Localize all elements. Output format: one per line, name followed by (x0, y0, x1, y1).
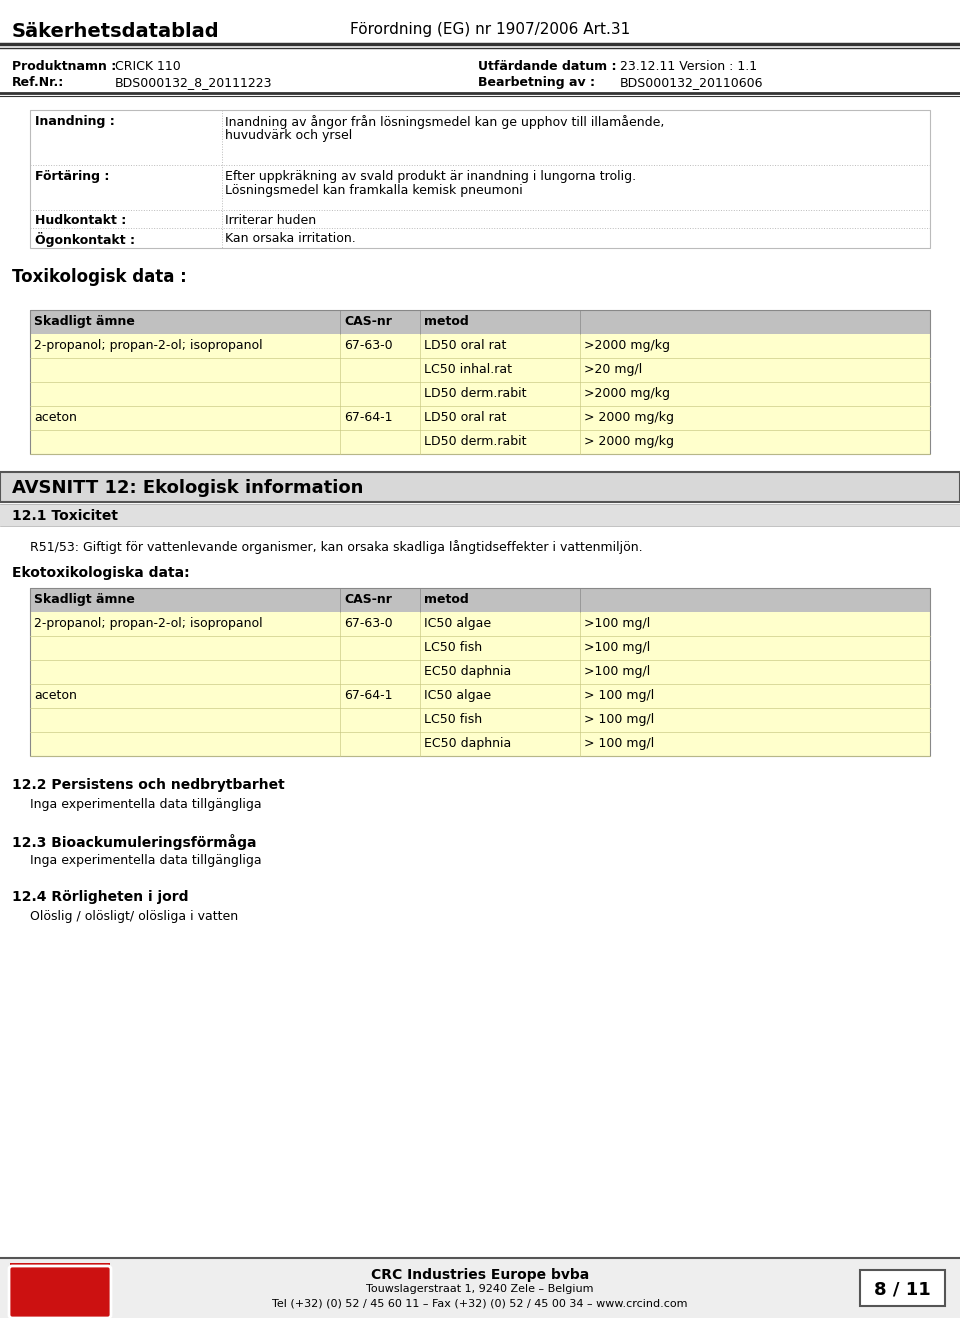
Bar (30, 430, 930, 453)
Text: BDS000132_8_20111223: BDS000132_8_20111223 (115, 76, 273, 90)
Text: Förtäring :: Förtäring : (35, 170, 109, 183)
Text: Skadligt ämne: Skadligt ämne (34, 315, 134, 328)
Text: IC50 algae: IC50 algae (424, 617, 492, 630)
Text: LD50 derm.rabit: LD50 derm.rabit (424, 435, 526, 448)
Text: LD50 oral rat: LD50 oral rat (424, 339, 506, 352)
Bar (30, 637, 930, 660)
Text: Touwslagerstraat 1, 9240 Zele – Belgium: Touwslagerstraat 1, 9240 Zele – Belgium (367, 1284, 593, 1294)
Text: > 100 mg/l: > 100 mg/l (584, 689, 655, 702)
Text: LC50 fish: LC50 fish (424, 641, 482, 654)
Text: Kan orsaka irritation.: Kan orsaka irritation. (225, 232, 356, 245)
Text: 23.12.11 Version : 1.1: 23.12.11 Version : 1.1 (620, 61, 757, 72)
Bar (30, 406, 930, 430)
Text: Utfärdande datum :: Utfärdande datum : (478, 61, 616, 72)
Text: Irriterar huden: Irriterar huden (225, 214, 316, 227)
Text: Efter uppkräkning av svald produkt är inandning i lungorna trolig.: Efter uppkräkning av svald produkt är in… (225, 170, 636, 183)
Text: > 100 mg/l: > 100 mg/l (584, 737, 655, 750)
Text: Ref.Nr.:: Ref.Nr.: (12, 76, 64, 90)
Text: metod: metod (424, 315, 468, 328)
Bar (0, 1257, 960, 1318)
Text: Ekotoxikologiska data:: Ekotoxikologiska data: (12, 565, 190, 580)
Text: 8 / 11: 8 / 11 (874, 1280, 930, 1298)
Bar (30, 310, 930, 333)
Text: Ögonkontakt :: Ögonkontakt : (35, 232, 135, 246)
Text: > 100 mg/l: > 100 mg/l (584, 713, 655, 726)
Text: 12.3 Bioackumuleringsförmåga: 12.3 Bioackumuleringsförmåga (12, 834, 256, 850)
Text: 67-63-0: 67-63-0 (344, 617, 393, 630)
Text: > 2000 mg/kg: > 2000 mg/kg (584, 411, 674, 424)
Text: aceton: aceton (34, 411, 77, 424)
Text: LD50 oral rat: LD50 oral rat (424, 411, 506, 424)
Text: CRICK 110: CRICK 110 (115, 61, 180, 72)
Text: Olöslig / olösligt/ olösliga i vatten: Olöslig / olösligt/ olösliga i vatten (30, 909, 238, 923)
Text: Toxikologisk data :: Toxikologisk data : (12, 268, 187, 286)
FancyBboxPatch shape (9, 1267, 111, 1318)
Text: >100 mg/l: >100 mg/l (584, 617, 650, 630)
Text: Produktnamn :: Produktnamn : (12, 61, 116, 72)
Text: >2000 mg/kg: >2000 mg/kg (584, 339, 670, 352)
Bar (30, 333, 930, 358)
Text: LD50 derm.rabit: LD50 derm.rabit (424, 387, 526, 399)
Text: 2-propanol; propan-2-ol; isopropanol: 2-propanol; propan-2-ol; isopropanol (34, 339, 263, 352)
Bar (10, 1263, 110, 1313)
Bar (0, 503, 960, 526)
Text: >2000 mg/kg: >2000 mg/kg (584, 387, 670, 399)
Bar (30, 109, 930, 248)
Text: Bearbetning av :: Bearbetning av : (478, 76, 595, 90)
Text: 67-64-1: 67-64-1 (344, 689, 393, 702)
Text: >20 mg/l: >20 mg/l (584, 362, 642, 376)
Text: Tel (+32) (0) 52 / 45 60 11 – Fax (+32) (0) 52 / 45 00 34 – www.crcind.com: Tel (+32) (0) 52 / 45 60 11 – Fax (+32) … (273, 1298, 687, 1307)
Text: Skadligt ämne: Skadligt ämne (34, 593, 134, 606)
Text: 12.4 Rörligheten i jord: 12.4 Rörligheten i jord (12, 890, 188, 904)
Bar (860, 1271, 945, 1306)
Text: LC50 fish: LC50 fish (424, 713, 482, 726)
Text: BDS000132_20110606: BDS000132_20110606 (620, 76, 763, 90)
Text: 12.1 Toxicitet: 12.1 Toxicitet (12, 509, 118, 523)
Text: CRC: CRC (32, 1271, 88, 1296)
Text: Hudkontakt :: Hudkontakt : (35, 214, 127, 227)
Bar (30, 588, 930, 757)
Text: EC50 daphnia: EC50 daphnia (424, 737, 512, 750)
Bar (30, 660, 930, 684)
Text: CAS-nr: CAS-nr (344, 315, 392, 328)
Text: Förordning (EG) nr 1907/2006 Art.31: Förordning (EG) nr 1907/2006 Art.31 (350, 22, 631, 37)
Bar (0, 472, 960, 502)
Text: CAS-nr: CAS-nr (344, 593, 392, 606)
Text: > 2000 mg/kg: > 2000 mg/kg (584, 435, 674, 448)
Bar (30, 612, 930, 637)
Text: Inandning :: Inandning : (35, 115, 115, 128)
Text: 12.2 Persistens och nedbrytbarhet: 12.2 Persistens och nedbrytbarhet (12, 778, 285, 792)
Text: Inga experimentella data tillgängliga: Inga experimentella data tillgängliga (30, 854, 262, 867)
Bar (30, 310, 930, 453)
Text: 67-63-0: 67-63-0 (344, 339, 393, 352)
Text: IC50 algae: IC50 algae (424, 689, 492, 702)
Text: Säkerhetsdatablad: Säkerhetsdatablad (12, 22, 220, 41)
Text: Inandning av ångor från lösningsmedel kan ge upphov till illamående,: Inandning av ångor från lösningsmedel ka… (225, 115, 664, 129)
Text: >100 mg/l: >100 mg/l (584, 641, 650, 654)
Text: 67-64-1: 67-64-1 (344, 411, 393, 424)
Text: Lösningsmedel kan framkalla kemisk pneumoni: Lösningsmedel kan framkalla kemisk pneum… (225, 185, 523, 196)
Bar (30, 731, 930, 757)
Text: CRC Industries Europe bvba: CRC Industries Europe bvba (371, 1268, 589, 1282)
Bar (30, 358, 930, 382)
Text: AVSNITT 12: Ekologisk information: AVSNITT 12: Ekologisk information (12, 478, 364, 497)
Text: 2-propanol; propan-2-ol; isopropanol: 2-propanol; propan-2-ol; isopropanol (34, 617, 263, 630)
Bar (30, 588, 930, 612)
Text: EC50 daphnia: EC50 daphnia (424, 666, 512, 677)
Text: >100 mg/l: >100 mg/l (584, 666, 650, 677)
Bar (30, 684, 930, 708)
Text: metod: metod (424, 593, 468, 606)
Text: Inga experimentella data tillgängliga: Inga experimentella data tillgängliga (30, 797, 262, 811)
Bar (30, 382, 930, 406)
Text: aceton: aceton (34, 689, 77, 702)
Bar (30, 708, 930, 731)
Text: R51/53: Giftigt för vattenlevande organismer, kan orsaka skadliga långtidseffekt: R51/53: Giftigt för vattenlevande organi… (30, 540, 642, 554)
Text: huvudvärk och yrsel: huvudvärk och yrsel (225, 129, 352, 142)
Text: LC50 inhal.rat: LC50 inhal.rat (424, 362, 512, 376)
